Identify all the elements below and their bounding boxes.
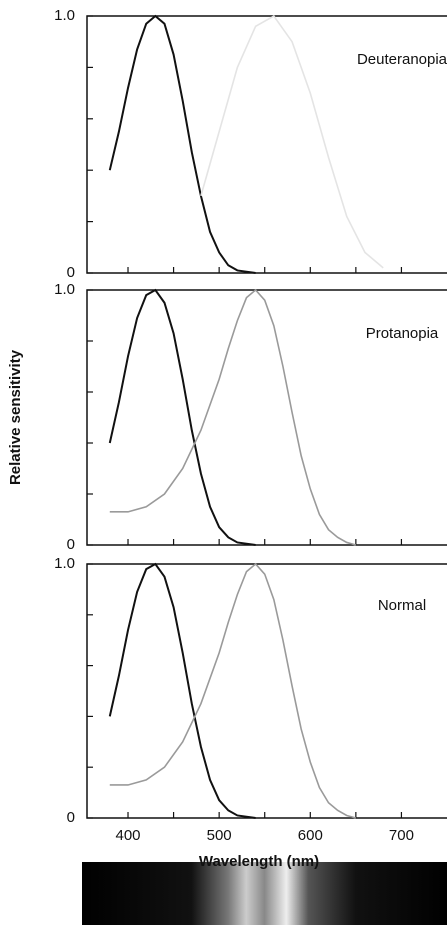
y-tick-label: 1.0 <box>54 555 75 572</box>
x-tick-label: 400 <box>115 827 140 844</box>
curve <box>110 290 356 545</box>
y-tick-label: 1.0 <box>54 7 75 24</box>
curve <box>110 290 256 545</box>
y-tick-label: 0 <box>67 809 75 826</box>
curve <box>110 564 256 818</box>
curve <box>110 564 356 818</box>
y-tick-label: 1.0 <box>54 281 75 298</box>
x-tick-label: 600 <box>298 827 323 844</box>
x-tick-label: 500 <box>207 827 232 844</box>
panel-label: Protanopia <box>366 325 439 342</box>
y-tick-label: 0 <box>67 536 75 553</box>
figure: 01.0Deuteranopia01.0ProtanopiaRelative s… <box>0 0 447 925</box>
spectrum-bar <box>82 862 447 925</box>
panel-label: Normal <box>378 597 426 614</box>
y-tick-label: 0 <box>67 264 75 281</box>
curve <box>110 16 256 273</box>
x-tick-label: 700 <box>389 827 414 844</box>
y-axis-label: Relative sensitivity <box>7 349 24 485</box>
panel-label: Deuteranopia <box>357 51 447 68</box>
curve <box>201 16 383 268</box>
x-axis-label: Wavelength (nm) <box>199 853 319 870</box>
